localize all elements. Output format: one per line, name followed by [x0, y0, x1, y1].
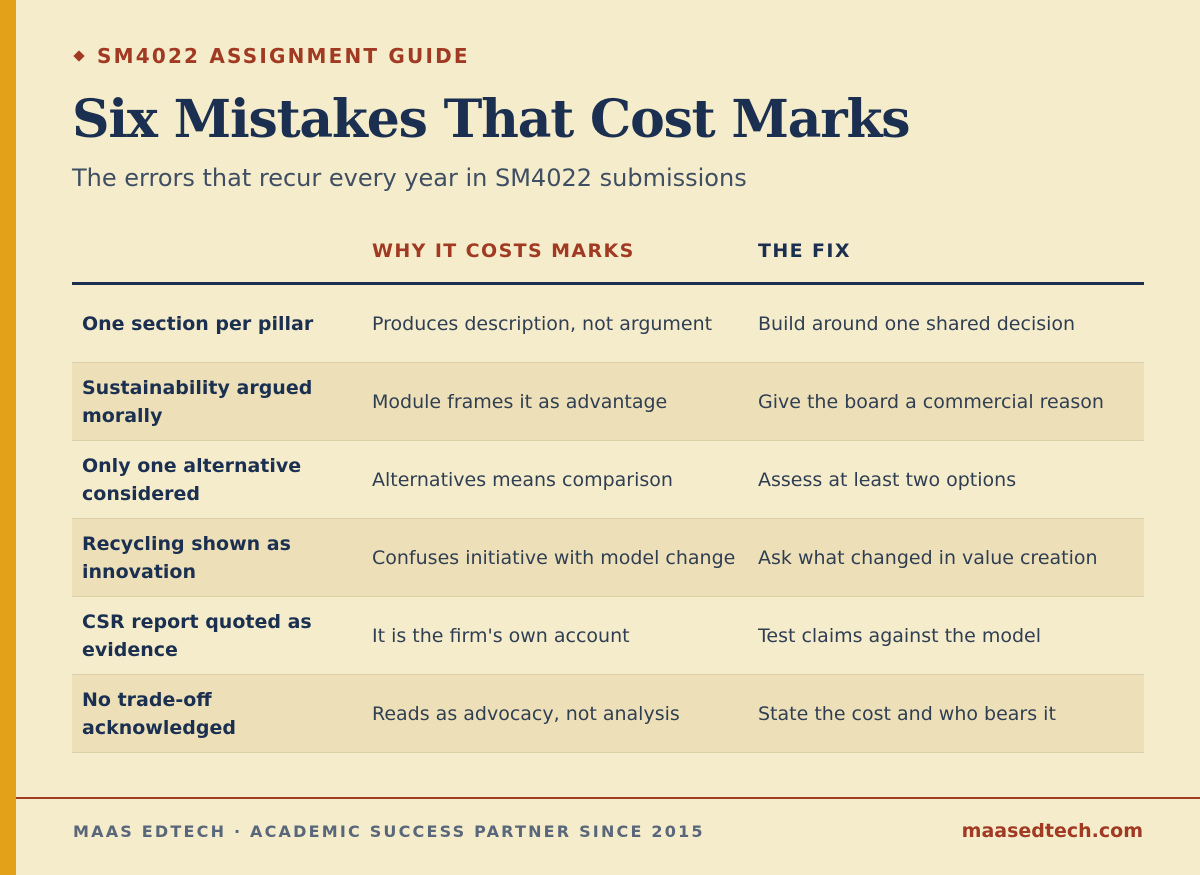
- mistakes-table: WHY IT COSTS MARKS THE FIX One section p…: [72, 224, 1144, 753]
- fix-cell: Build around one shared decision: [758, 312, 1076, 335]
- eyebrow-label: SM4022 ASSIGNMENT GUIDE: [97, 44, 470, 68]
- fix-cell: State the cost and who bears it: [758, 702, 1056, 725]
- table-row: CSR report quoted as evidence It is the …: [72, 597, 1144, 675]
- page-title: Six Mistakes That Cost Marks: [72, 89, 911, 150]
- diamond-icon: [73, 50, 85, 62]
- table-header: WHY IT COSTS MARKS THE FIX: [72, 224, 1144, 285]
- table-row: No trade-off acknowledged Reads as advoc…: [72, 675, 1144, 753]
- table-row: Only one alternative considered Alternat…: [72, 441, 1144, 519]
- mistake-cell: Only one alternative considered: [82, 454, 302, 505]
- footer-website-link[interactable]: maasedtech.com: [961, 820, 1143, 842]
- fix-cell: Ask what changed in value creation: [758, 546, 1098, 569]
- mistake-cell: One section per pillar: [82, 312, 314, 335]
- mistake-cell: Sustainability argued morally: [82, 376, 313, 427]
- why-cell: Reads as advocacy, not analysis: [372, 702, 680, 725]
- mistake-cell: No trade-off acknowledged: [82, 688, 236, 739]
- footer-tagline: MAAS EDTECH · ACADEMIC SUCCESS PARTNER S…: [73, 822, 705, 841]
- header-the-fix: THE FIX: [758, 240, 851, 262]
- eyebrow: SM4022 ASSIGNMENT GUIDE: [73, 44, 470, 68]
- fix-cell: Assess at least two options: [758, 468, 1017, 491]
- table-row: Recycling shown as innovation Confuses i…: [72, 519, 1144, 597]
- fix-cell: Give the board a commercial reason: [758, 390, 1104, 413]
- table-row: Sustainability argued morally Module fra…: [72, 363, 1144, 441]
- fix-cell: Test claims against the model: [758, 624, 1041, 647]
- why-cell: It is the firm's own account: [372, 624, 630, 647]
- table-row: One section per pillar Produces descript…: [72, 285, 1144, 363]
- header-why-it-costs-marks: WHY IT COSTS MARKS: [372, 240, 635, 262]
- why-cell: Alternatives means comparison: [372, 468, 673, 491]
- mistake-cell: Recycling shown as innovation: [82, 532, 291, 583]
- why-cell: Confuses initiative with model change: [372, 546, 736, 569]
- page-subtitle: The errors that recur every year in SM40…: [72, 164, 747, 192]
- why-cell: Module frames it as advantage: [372, 390, 668, 413]
- mistake-cell: CSR report quoted as evidence: [82, 610, 312, 661]
- accent-bar: [0, 0, 16, 875]
- why-cell: Produces description, not argument: [372, 312, 713, 335]
- footer-divider: [16, 797, 1200, 799]
